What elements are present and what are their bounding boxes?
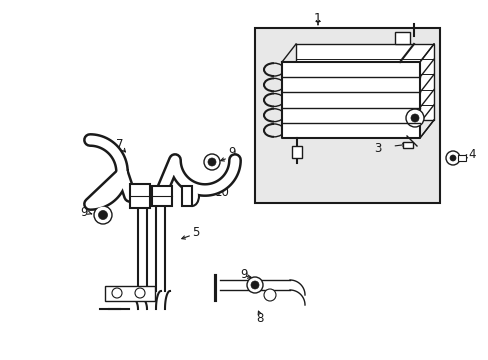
Circle shape [410,114,418,122]
Circle shape [264,289,275,301]
Bar [182,186,192,206]
Circle shape [94,206,112,224]
Text: 4: 4 [468,148,475,162]
Polygon shape [282,62,419,138]
Bar [402,142,412,148]
Text: 2: 2 [390,118,398,131]
Text: 1: 1 [313,12,321,24]
Bar [291,146,302,158]
Circle shape [207,158,216,166]
Text: 9: 9 [240,269,247,282]
Circle shape [98,211,107,220]
Bar [105,286,155,301]
Text: 6: 6 [128,288,136,302]
Bar [254,28,439,203]
Bar [394,32,409,44]
Circle shape [135,288,145,298]
Text: 10: 10 [215,186,229,199]
Bar [152,186,172,206]
Text: 9: 9 [81,206,88,219]
Text: 8: 8 [256,311,263,324]
Text: 5: 5 [192,225,199,238]
Circle shape [246,277,263,293]
Circle shape [445,151,459,165]
Circle shape [250,281,259,289]
Bar [457,155,465,161]
Circle shape [203,154,220,170]
Ellipse shape [184,186,199,206]
Text: 9: 9 [227,147,235,159]
Circle shape [449,155,455,161]
Text: 3: 3 [373,141,381,154]
Polygon shape [295,44,433,120]
Text: 7: 7 [116,139,123,152]
Circle shape [405,109,423,127]
Circle shape [112,288,122,298]
Bar [130,184,150,208]
